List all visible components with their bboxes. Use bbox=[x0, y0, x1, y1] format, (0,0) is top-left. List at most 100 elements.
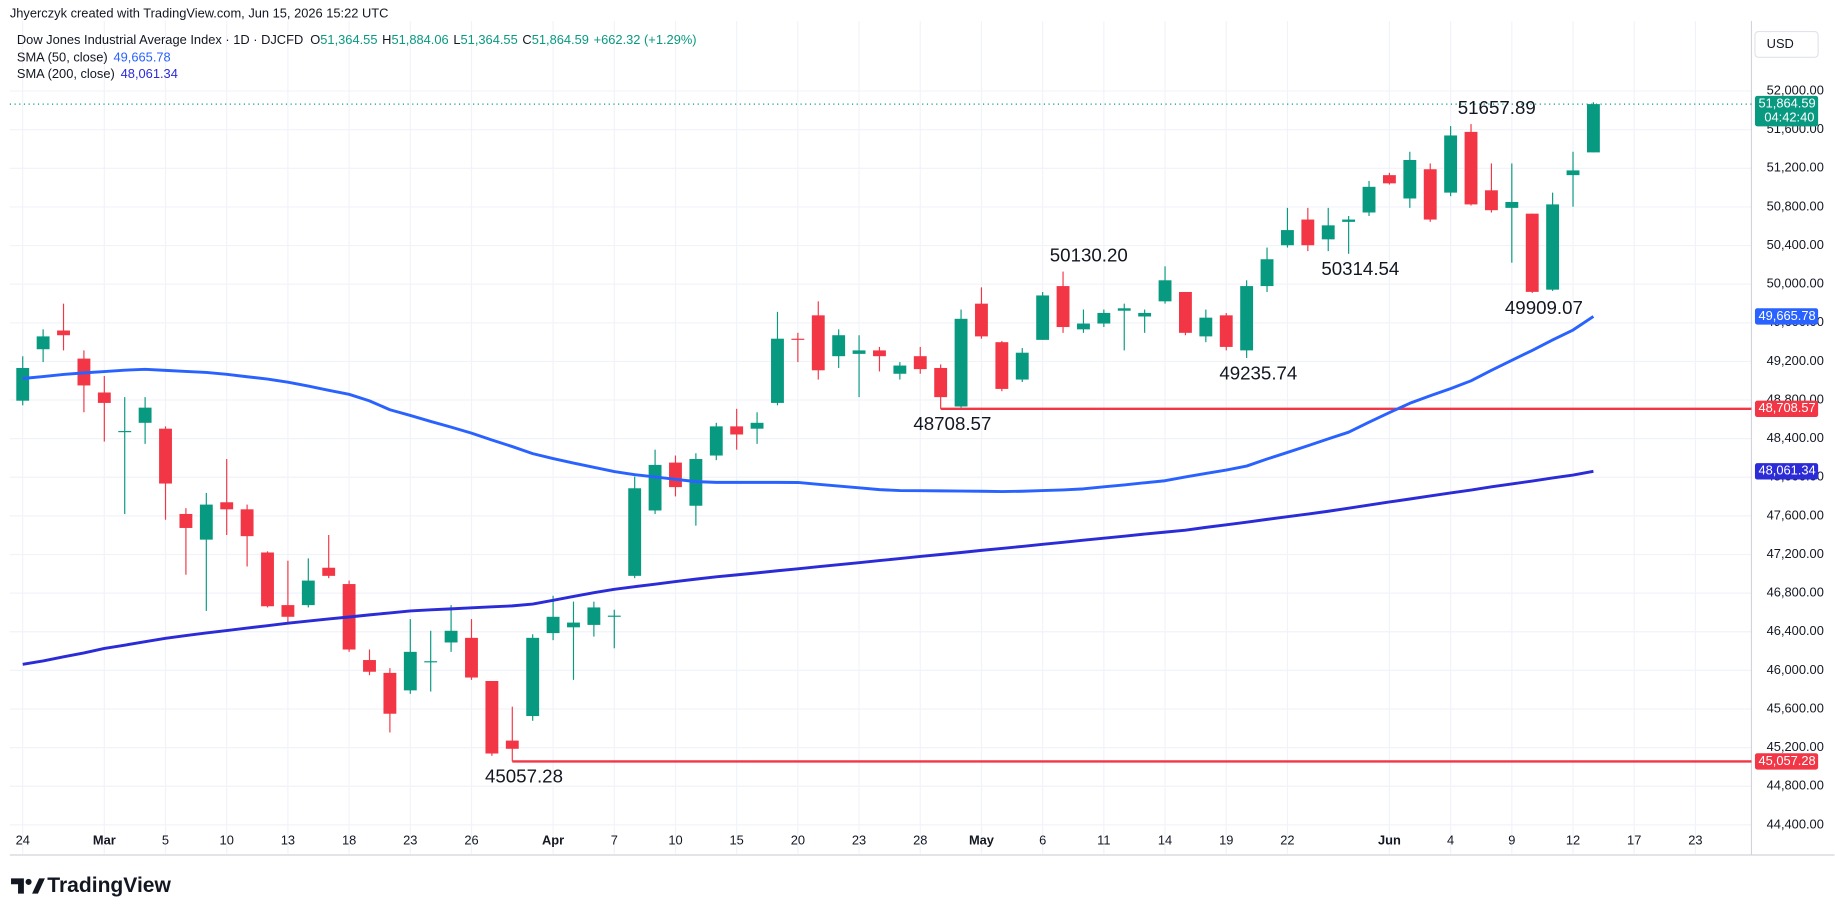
high-annotation: 50130.20 bbox=[1050, 244, 1128, 265]
candle-body bbox=[648, 464, 662, 511]
y-tick-label: 46,000.00 bbox=[1767, 662, 1824, 677]
y-tick-label: 45,600.00 bbox=[1767, 700, 1824, 715]
candle-body bbox=[669, 462, 682, 488]
x-tick-label: 24 bbox=[16, 832, 30, 847]
x-tick-label: 12 bbox=[1566, 832, 1580, 847]
candle-body bbox=[301, 580, 315, 606]
candle-body bbox=[36, 336, 50, 350]
last-price-badge: 51,864.59 bbox=[1758, 96, 1815, 111]
candle-body bbox=[1158, 280, 1172, 302]
logo-text: TradingView bbox=[47, 874, 171, 897]
candle-body bbox=[465, 637, 478, 678]
ohlc-value: 51,884.06 bbox=[391, 32, 448, 47]
low-annotation: 50314.54 bbox=[1321, 258, 1399, 279]
candle-body bbox=[771, 338, 784, 403]
sma-badge-bg bbox=[1754, 308, 1819, 325]
x-tick-label: 6 bbox=[1039, 832, 1046, 847]
y-tick-label: 47,600.00 bbox=[1767, 507, 1824, 522]
candle-body bbox=[995, 342, 1009, 389]
candle-body bbox=[118, 431, 132, 433]
candle-body bbox=[240, 509, 254, 537]
candle-body bbox=[1240, 286, 1254, 351]
candle-body bbox=[1036, 295, 1050, 340]
candle-body bbox=[893, 365, 907, 374]
candle-body bbox=[179, 513, 193, 528]
candle-body bbox=[1056, 286, 1070, 328]
candle-body bbox=[16, 367, 30, 401]
candle-body bbox=[220, 502, 234, 510]
candle-body bbox=[363, 660, 376, 672]
candle-body bbox=[138, 407, 152, 423]
x-tick-label: 28 bbox=[913, 832, 927, 847]
candle-body bbox=[1566, 170, 1580, 176]
candle-body bbox=[1117, 308, 1131, 311]
candle-body bbox=[750, 422, 764, 429]
candle-body bbox=[1015, 352, 1029, 380]
candle-body bbox=[607, 615, 621, 617]
candle-body bbox=[1546, 204, 1560, 290]
candle-body bbox=[1199, 317, 1213, 337]
candle-body bbox=[1138, 312, 1152, 317]
candle-body bbox=[567, 622, 580, 628]
sma-badge-bg bbox=[1754, 463, 1819, 480]
candle-body bbox=[1301, 219, 1315, 246]
x-tick-label: 10 bbox=[668, 832, 682, 847]
candle-body bbox=[1321, 225, 1335, 240]
candle-body bbox=[832, 335, 846, 357]
ohlc-value: 51,364.55 bbox=[320, 32, 377, 47]
candle-body bbox=[261, 552, 274, 607]
candle-body bbox=[1403, 159, 1417, 199]
low-annotation: 48708.57 bbox=[913, 413, 991, 434]
y-tick-label: 46,800.00 bbox=[1767, 585, 1824, 600]
y-tick-label: 50,800.00 bbox=[1767, 198, 1824, 213]
candle-body bbox=[1281, 230, 1294, 246]
low-annotation: 49909.07 bbox=[1505, 297, 1583, 318]
candle-body bbox=[1423, 169, 1437, 220]
candle-body bbox=[383, 672, 397, 714]
x-tick-label: 23 bbox=[403, 832, 417, 847]
y-tick-label: 46,400.00 bbox=[1767, 623, 1824, 638]
x-tick-label: 23 bbox=[852, 832, 866, 847]
grid bbox=[9, 21, 1752, 854]
symbol: Dow Jones Industrial Average Index · 1D … bbox=[17, 32, 303, 47]
candle-body bbox=[424, 661, 438, 663]
candle-body bbox=[57, 330, 70, 336]
candle-body bbox=[1219, 315, 1233, 347]
candle-body bbox=[526, 637, 540, 717]
candle-body bbox=[709, 426, 723, 456]
candle-body bbox=[852, 350, 866, 354]
candle-body bbox=[1505, 201, 1519, 208]
ohlc-value: 51,364.55 bbox=[461, 32, 518, 47]
ohlc-key: O bbox=[310, 32, 320, 47]
x-tick-label: 14 bbox=[1158, 832, 1172, 847]
y-tick-label: 44,400.00 bbox=[1767, 816, 1824, 831]
candle-body bbox=[1342, 219, 1356, 222]
low-annotation: 45057.28 bbox=[485, 766, 563, 787]
candle-body bbox=[1464, 131, 1478, 205]
candle-body bbox=[873, 350, 886, 357]
candle-body bbox=[1382, 175, 1396, 184]
level-badge-bg bbox=[1754, 753, 1819, 770]
candle-body bbox=[485, 681, 499, 754]
x-tick-label: 5 bbox=[162, 832, 169, 847]
candle-body bbox=[403, 651, 417, 691]
last-price-badge-bg bbox=[1754, 95, 1819, 127]
candle-body bbox=[1444, 135, 1458, 193]
x-tick-label: 17 bbox=[1627, 832, 1641, 847]
level-badge: 45,057.28 bbox=[1758, 753, 1815, 768]
candle-body bbox=[1525, 213, 1539, 292]
candle-body bbox=[1586, 104, 1600, 153]
y-tick-label: 48,400.00 bbox=[1767, 430, 1824, 445]
candle-body bbox=[281, 605, 295, 617]
x-tick-label: 19 bbox=[1219, 832, 1233, 847]
legend-sma: SMA (50, close) 49,665.78 bbox=[17, 50, 171, 65]
y-tick-label: 47,200.00 bbox=[1767, 546, 1824, 561]
candle-body bbox=[159, 428, 172, 484]
currency[interactable]: USD bbox=[1767, 36, 1794, 51]
sma-line bbox=[22, 315, 1595, 494]
credit: Jhyerczyk created with TradingView.com, … bbox=[10, 5, 389, 20]
candle-body bbox=[954, 318, 968, 407]
currency-box[interactable] bbox=[1754, 30, 1819, 58]
